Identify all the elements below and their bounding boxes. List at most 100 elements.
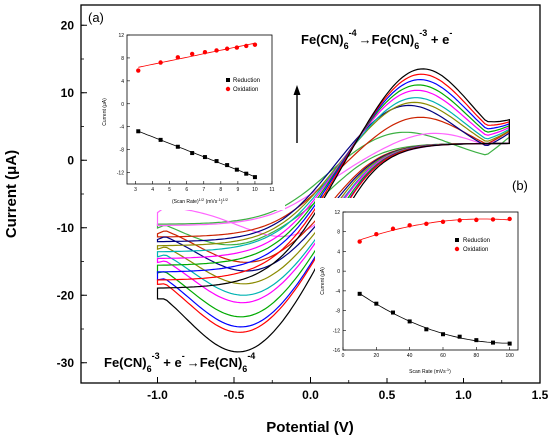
inset-b-point-oxidation [440, 219, 446, 225]
inset-b-legend: Reduction Oxidation [454, 238, 490, 253]
reduction-equation: Fe(CN)6-3 + e- →Fe(CN)6-4 [104, 351, 255, 374]
inset-a-legend-oxidation-label: Oxidation [233, 87, 258, 93]
inset-b-y-tick-label: -8 [336, 309, 341, 315]
inset-b-point-reduction [357, 291, 362, 296]
inset-a-point-reduction [234, 167, 239, 172]
inset-a-point-oxidation [214, 48, 219, 53]
main-x-tick-label: 1.5 [532, 388, 549, 402]
inset-b-fit-reduction [359, 293, 510, 344]
inset-a-point-reduction [244, 171, 249, 176]
inset-a-y-tick-label: -4 [120, 125, 125, 131]
main-y-tick-label: 10 [61, 86, 75, 100]
inset-a-point-oxidation [175, 55, 181, 60]
inset-b-point-reduction [374, 301, 379, 306]
inset-a-y-tick-label: 4 [121, 79, 124, 85]
inset-a-point-oxidation [252, 42, 258, 47]
inset-a-point-oxidation [189, 51, 195, 57]
inset-b-legend-reduction-marker [455, 238, 459, 242]
inset-a-x-tick-label: 3 [134, 187, 137, 193]
inset-b-y-tick-label: 12 [334, 210, 340, 216]
scan-increase-arrowhead [293, 85, 301, 95]
inset-b-x-axis-title: Scan Rate (mVs-1) [409, 367, 451, 375]
inset-a-x-tick-label: 10 [252, 187, 258, 193]
inset-a-point-reduction [136, 129, 141, 134]
inset-b-background [315, 198, 525, 378]
inset-a-y-tick-label: 8 [121, 56, 124, 62]
inset-a-point-reduction [190, 151, 195, 156]
main-y-tick-label: 20 [61, 18, 75, 32]
inset-a-y-axis-title: Current (μA) [102, 98, 108, 126]
inset-b-x-tick-label: 0 [342, 353, 345, 359]
inset-a-x-axis-title: (Scan Rate)1/2 (mVs-1)1/2 [172, 197, 229, 205]
inset-b-point-oxidation [390, 226, 396, 231]
main-x-tick-label: 1.0 [455, 388, 472, 402]
inset-a-legend-oxidation-marker [225, 86, 231, 92]
inset-a-legend: Reduction Oxidation [225, 78, 260, 93]
inset-a-x-tick-label: 11 [269, 187, 274, 193]
inset-a-x-tick-label: 7 [202, 187, 205, 193]
inset-a-point-reduction [158, 137, 163, 142]
inset-b-y-tick-label: 4 [337, 249, 340, 255]
inset-a-point-oxidation [234, 45, 240, 50]
main-y-tick-label: -30 [57, 356, 75, 370]
inset-b-x-tick-label: 100 [505, 353, 514, 359]
inset-a-point-oxidation [158, 60, 163, 65]
inset-a-legend-reduction-label: Reduction [233, 78, 260, 84]
inset-b-y-tick-label: -12 [333, 328, 340, 334]
inset-b-point-oxidation [357, 239, 362, 244]
inset-a-point-reduction [252, 175, 257, 180]
inset-b-point-reduction [407, 319, 412, 324]
inset-b-x-tick-label: 20 [374, 353, 380, 359]
inset-b-frame [342, 211, 519, 351]
inset-b-point-reduction [491, 340, 495, 345]
inset-a-point-oxidation [224, 46, 230, 51]
inset-a-point-oxidation [202, 49, 208, 55]
inset-b-point-reduction [474, 338, 479, 343]
inset-a-point-reduction [225, 163, 230, 168]
inset-b-legend-reduction-label: Reduction [463, 238, 490, 244]
inset-b-point-oxidation [424, 221, 429, 227]
inset-a-panel-label: (a) [88, 10, 104, 25]
inset-a-background [100, 10, 285, 210]
inset-a-x-tick-label: 8 [219, 187, 222, 193]
inset-b-point-oxidation [374, 231, 379, 237]
inset-a-point-reduction [214, 159, 219, 164]
inset-b-point-oxidation [407, 223, 412, 228]
inset-b-legend-oxidation-marker [454, 246, 460, 252]
inset-b-point-oxidation [457, 218, 462, 223]
inset-a-legend-reduction-marker [226, 78, 230, 82]
inset-a-point-reduction [202, 155, 207, 160]
inset-b-point-reduction [457, 334, 462, 339]
inset-b-fit-oxidation [359, 218, 510, 241]
inset-a-point-reduction [175, 144, 180, 149]
cv-curve-11 [156, 68, 510, 353]
inset-b-y-tick-label: -4 [336, 289, 341, 295]
inset-b-y-axis-title: Current (μA) [320, 267, 326, 295]
inset-b-point-reduction [441, 332, 445, 337]
inset-a-plot: 3 4 5 6 7 8 9 10 11 12 8 4 0 -4 -8 -12 [117, 33, 275, 193]
main-x-tick-label: -0.5 [224, 388, 245, 402]
inset-b-y-tick-label: 0 [337, 269, 340, 275]
main-y-tick-label: 0 [67, 153, 74, 167]
inset-a-x-tick-label: 9 [236, 187, 239, 193]
inset-a-point-oxidation [136, 68, 141, 73]
main-y-axis-title: Current (μA) [3, 150, 20, 238]
inset-b-point-reduction [391, 310, 395, 315]
inset-b-point-oxidation [474, 217, 479, 223]
inset-a-y-tick-label: 0 [121, 102, 124, 108]
inset-b-point-reduction [507, 341, 512, 346]
main-curves [156, 68, 510, 353]
main-x-tick-label: 0.5 [379, 388, 396, 402]
inset-b-y-tick-label: -16 [333, 348, 340, 354]
inset-a-x-tick-label: 6 [185, 187, 188, 193]
inset-b-point-oxidation [490, 217, 496, 222]
inset-b-legend-oxidation-label: Oxidation [463, 247, 488, 253]
inset-a-y-tick-label: 12 [118, 33, 124, 39]
main-x-axis-title: Potential (V) [266, 419, 354, 436]
main-y-tick-label: -20 [57, 288, 75, 302]
inset-b-x-tick-label: 60 [440, 353, 446, 359]
main-y-tick-label: -10 [57, 221, 75, 235]
